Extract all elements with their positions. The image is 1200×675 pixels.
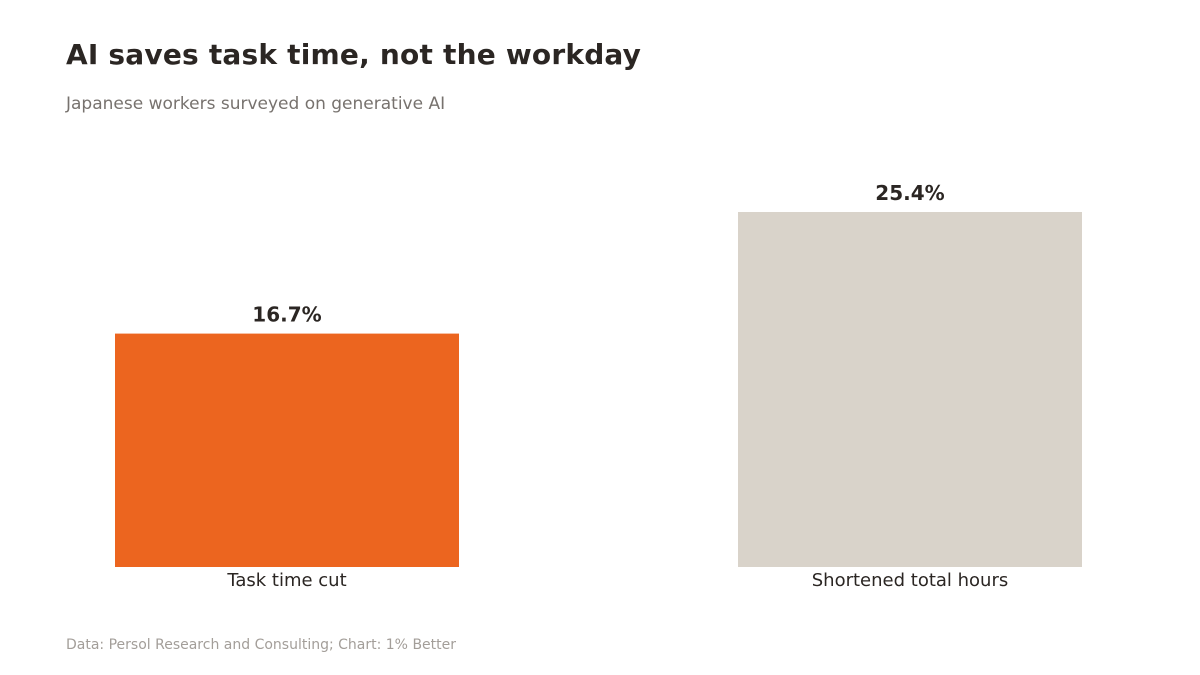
value-label-1: 16.7% [252,303,321,327]
bar-1 [115,333,459,567]
chart-title: AI saves task time, not the workday [66,38,642,71]
category-label-1: Task time cut [226,570,346,591]
chart-source: Data: Persol Research and Consulting; Ch… [66,637,457,653]
category-label-2: Shortened total hours [812,570,1009,591]
chart-subtitle: Japanese workers surveyed on generative … [66,94,446,114]
bars-layer: 16.7% Task time cut 25.4% Shortened total h… [115,181,1082,591]
bar-2 [738,212,1082,567]
value-label-2: 25.4% [875,181,944,205]
